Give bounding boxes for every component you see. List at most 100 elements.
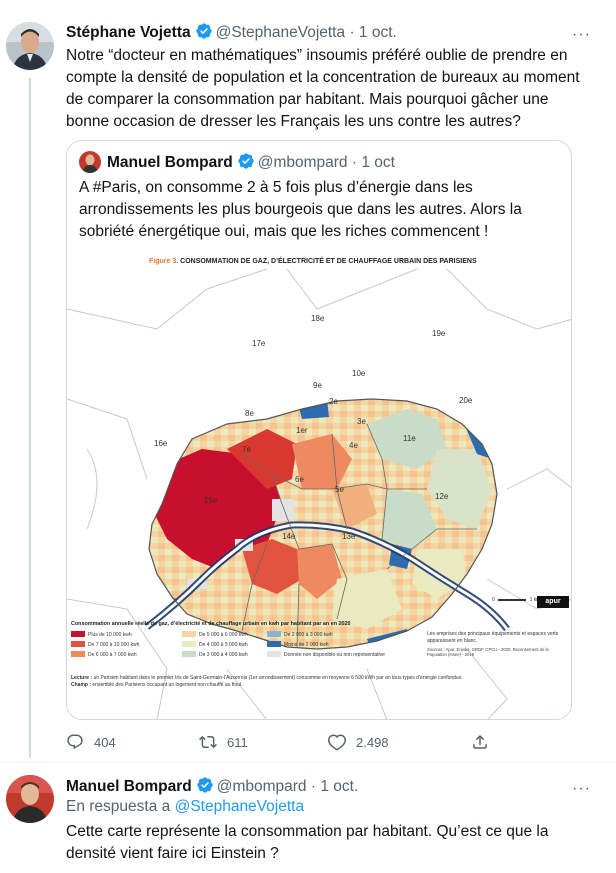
label-16e: 16e (154, 439, 168, 448)
legend-item: De 4 000 à 5 000 kwh (182, 641, 248, 648)
avatar[interactable] (6, 775, 54, 823)
separator-dot: · (349, 24, 355, 41)
more-options-icon[interactable]: ··· (572, 780, 591, 797)
share-icon (473, 734, 487, 749)
quoted-avatar[interactable] (79, 151, 101, 173)
legend-swatch (267, 641, 281, 647)
reply-count: 404 (94, 734, 116, 750)
retweet-button[interactable]: 611 (199, 733, 248, 751)
quoted-text: A #Paris, on consomme 2 à 5 fois plus d’… (79, 179, 522, 240)
label-4e: 4e (349, 441, 358, 450)
legend-swatch (182, 631, 196, 637)
legend-swatch (71, 631, 85, 637)
thread-line (29, 78, 31, 758)
legend-label: De 2 000 à 3 000 kwh (284, 632, 333, 638)
tweet-text: Notre “docteur en mathématiques” insoumi… (66, 47, 580, 130)
label-13e: 13e (342, 532, 356, 541)
legend-label: Plus de 10 000 kwh (88, 632, 132, 638)
tweet-divider (0, 762, 616, 763)
label-18e: 18e (311, 314, 325, 323)
legend-swatch (71, 651, 85, 657)
tweet-date[interactable]: 1 oct. (358, 24, 397, 41)
legend-item: De 7 000 à 10 000 kwh (71, 641, 139, 648)
legend-item: De 2 000 à 3 000 kwh (267, 631, 333, 638)
legend-sources: Sources : Apur, Enedis, GRDF, CPCU - 202… (427, 647, 549, 657)
legend-label: Donnée non disponible ou non représentat… (284, 652, 385, 658)
legend-label: Moins de 2 000 kwh (284, 642, 329, 648)
legend-label: De 4 000 à 5 000 kwh (199, 642, 248, 648)
label-7e: 7e (242, 445, 251, 454)
figure-label: Figure 3. (149, 258, 179, 265)
label-19e: 19e (432, 329, 446, 338)
legend-swatch (267, 631, 281, 637)
label-3e: 3e (357, 417, 366, 426)
quoted-author-name[interactable]: Manuel Bompard (107, 154, 233, 171)
label-11e: 11e (403, 434, 416, 443)
label-10e: 10e (352, 369, 366, 378)
retweet-count: 611 (227, 734, 248, 750)
separator-dot: · (310, 778, 317, 795)
label-14e: 14e (282, 532, 296, 541)
lecture-text: un Parisien habitant dans le premier Iri… (93, 675, 463, 681)
scale-zero: 0 (492, 597, 495, 603)
legend-item: De 5 000 à 6 000 kwh (182, 631, 248, 638)
tweet-bompard-reply (0, 762, 616, 873)
quoted-header: Manuel Bompard @mbompard · 1 oct (107, 152, 395, 173)
label-2e: 2e (329, 397, 338, 406)
legend-swatch (182, 651, 196, 657)
author-handle[interactable]: @StephaneVojetta (215, 24, 346, 41)
legend-label: De 6 000 à 7 000 kwh (88, 652, 137, 658)
figure-title-text: CONSOMMATION DE GAZ, D’ÉLECTRICITÉ ET DE… (180, 258, 477, 265)
action-bar: 404 611 2.498 (66, 733, 536, 753)
legend-title: Consommation annuelle réelle de gaz, d’é… (71, 621, 351, 627)
label-15e: 15e (204, 496, 218, 505)
champ-label: Champ : (71, 682, 91, 688)
label-5e: 5e (335, 485, 344, 494)
label-6e: 6e (295, 475, 304, 484)
legend-swatch (71, 641, 85, 647)
legend-item: De 6 000 à 7 000 kwh (71, 651, 137, 658)
lecture-label: Lecture : (71, 675, 93, 681)
quoted-date: 1 oct (361, 154, 395, 171)
legend-label: De 5 000 à 6 000 kwh (199, 632, 248, 638)
quoted-author-handle: @mbompard (257, 154, 348, 171)
separator-dot: · (351, 154, 358, 171)
paris-energy-map (67, 268, 571, 719)
like-count: 2.498 (356, 734, 389, 750)
tweet-text: Cette carte représente la consommation p… (66, 823, 549, 862)
share-button[interactable] (471, 733, 499, 751)
tweet-stephane: Stéphane Vojetta @StephaneVojetta · 1 oct… (6, 22, 591, 758)
legend-note: Les emprises des principaux équipements … (427, 631, 559, 644)
reply-prefix: En respuesta a (66, 798, 171, 815)
tweet-date[interactable]: 1 oct. (320, 778, 359, 795)
legend-swatch (182, 641, 196, 647)
reply-header: Manuel Bompard @mbompard · 1 oct. (66, 776, 358, 797)
legend-label: De 3 000 à 4 000 kwh (199, 652, 248, 658)
map-image[interactable]: 1er 2e 3e 4e 5e 6e 7e 8e 9e 10e 11e 12e … (67, 249, 571, 719)
author-name[interactable]: Manuel Bompard (66, 778, 192, 795)
label-9e: 9e (313, 381, 322, 390)
quoted-tweet[interactable]: Manuel Bompard @mbompard · 1 oct A #Paris… (66, 140, 572, 720)
legend-item: Donnée non disponible ou non représentat… (267, 651, 385, 658)
figure-reading: Lecture : un Parisien habitant dans le p… (71, 675, 561, 689)
verified-badge-icon (197, 777, 213, 793)
reply-button[interactable]: 404 (66, 733, 116, 751)
reply-icon (67, 734, 83, 750)
label-1er: 1er (296, 426, 308, 435)
heart-icon (328, 734, 346, 751)
author-name[interactable]: Stéphane Vojetta (66, 24, 191, 41)
legend-item: De 3 000 à 4 000 kwh (182, 651, 248, 658)
scale-label: 1 km (529, 597, 541, 603)
legend-item: Moins de 2 000 kwh (267, 641, 328, 648)
label-17e: 17e (252, 339, 266, 348)
figure-title: Figure 3. CONSOMMATION DE GAZ, D’ÉLECTRI… (149, 258, 477, 265)
like-button[interactable]: 2.498 (328, 733, 389, 751)
more-options-icon[interactable]: ··· (572, 26, 591, 43)
reply-handle-link[interactable]: @StephaneVojetta (174, 798, 305, 815)
avatar[interactable] (6, 22, 54, 70)
label-20e: 20e (459, 396, 473, 405)
legend-label: De 7 000 à 10 000 kwh (88, 642, 140, 648)
retweet-icon (199, 735, 217, 749)
legend-swatch (267, 651, 281, 657)
author-handle[interactable]: @mbompard (216, 778, 307, 795)
